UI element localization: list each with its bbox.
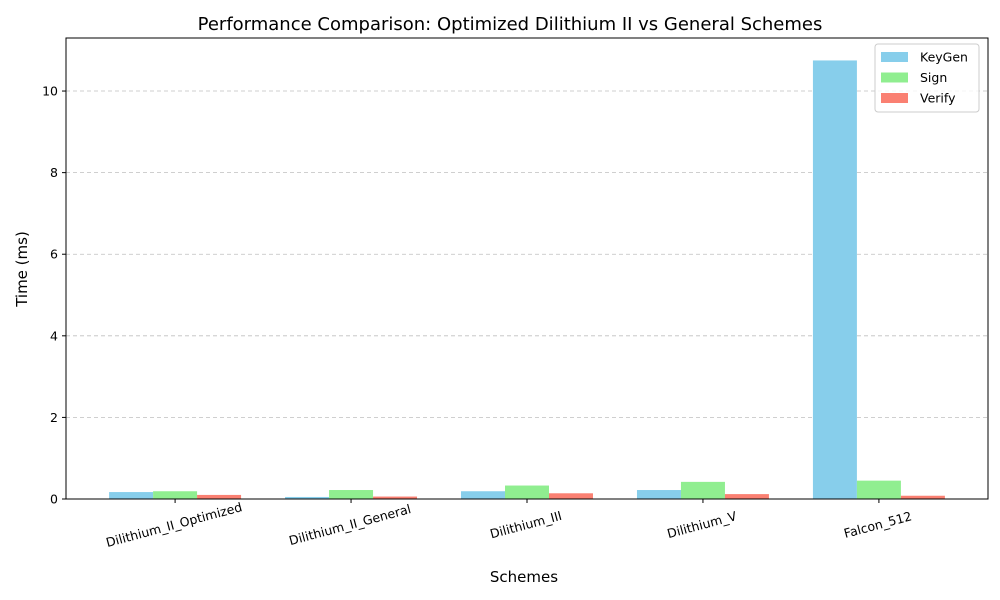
x-tick-label: Dilithium_II_General — [287, 501, 412, 548]
x-tick-label: Falcon_512 — [842, 508, 913, 541]
bar-verify-0 — [197, 494, 242, 499]
y-tick-label: 0 — [50, 492, 58, 507]
legend-swatch-verify — [881, 93, 908, 103]
x-axis-label: Schemes — [490, 568, 558, 586]
y-axis-label: Time (ms) — [13, 231, 31, 308]
x-tick-label: Dilithium_V — [665, 508, 738, 541]
bar-verify-1 — [373, 496, 418, 499]
axes — [62, 37, 989, 503]
y-tick-label: 10 — [42, 84, 58, 99]
legend-label-verify: Verify — [920, 91, 956, 106]
bar-sign-4 — [856, 480, 901, 499]
y-tick-label: 4 — [50, 328, 58, 343]
bar-keygen-3 — [636, 490, 681, 499]
x-tick-label: Dilithium_II_Optimized — [104, 499, 243, 550]
bar-sign-0 — [153, 491, 198, 499]
bar-keygen-2 — [461, 491, 506, 499]
tick-labels: 0 2 4 6 8 10 Dilithium_II_Optimized Dilithium_I… — [42, 84, 913, 551]
bar-verify-4 — [900, 495, 945, 499]
bar-keygen-0 — [109, 492, 154, 499]
legend-swatch-keygen — [881, 52, 908, 62]
bar-keygen-4 — [812, 60, 857, 500]
bar-sign-1 — [329, 490, 374, 499]
bar-sign-2 — [505, 485, 549, 499]
bar-keygen-1 — [285, 496, 330, 499]
chart-title: Performance Comparison: Optimized Dilith… — [198, 14, 823, 35]
legend-label-sign: Sign — [920, 70, 947, 85]
y-tick-label: 8 — [50, 165, 58, 180]
y-tick-label: 2 — [50, 410, 58, 425]
y-tick-label: 6 — [50, 247, 58, 262]
x-tick-label: Dilithium_III — [488, 508, 563, 542]
legend-label-keygen: KeyGen — [920, 50, 968, 65]
plot-frame — [65, 37, 989, 500]
bar-sign-3 — [680, 481, 725, 499]
legend-swatch-sign — [881, 72, 908, 83]
bar-verify-3 — [724, 494, 769, 499]
bars — [109, 60, 945, 500]
bar-verify-2 — [548, 493, 593, 499]
legend: KeyGen Sign Verify — [874, 43, 980, 113]
